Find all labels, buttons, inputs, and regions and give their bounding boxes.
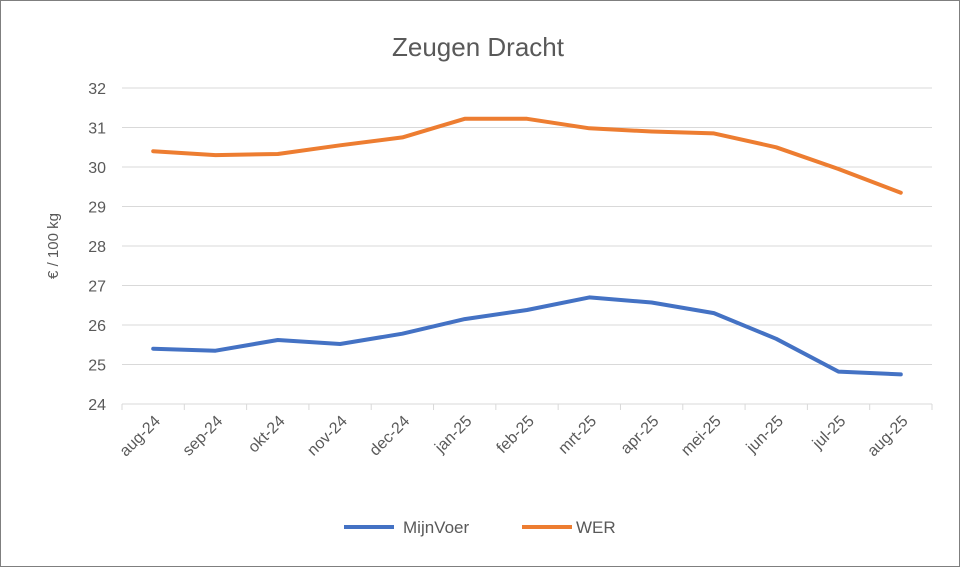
y-tick-label: 27 [88, 279, 106, 296]
y-tick-label: 28 [88, 239, 106, 256]
y-tick-label: 25 [88, 358, 106, 375]
x-tick-label: apr-25 [618, 413, 663, 458]
y-tick-label: 31 [88, 121, 106, 138]
chart-title: Zeugen Dracht [392, 32, 565, 62]
series-lines [151, 116, 903, 377]
y-tick-label: 24 [88, 397, 106, 414]
x-tick-label: aug-24 [117, 413, 164, 460]
x-tick-label: dec-24 [367, 413, 414, 460]
x-tick-label: feb-25 [494, 413, 538, 457]
x-tick-label: mei-25 [678, 413, 725, 460]
series-line-mijnvoer [151, 295, 903, 377]
legend: MijnVoer WER [344, 518, 616, 537]
x-tick-label: nov-24 [304, 413, 351, 460]
series-line-wer [151, 116, 903, 195]
x-tick-label: jun-25 [743, 413, 787, 457]
gridlines [121, 87, 933, 410]
x-tick-label: jul-25 [809, 413, 849, 453]
x-tick-label: aug-25 [864, 413, 911, 460]
y-tick-label: 32 [88, 81, 106, 98]
x-tick-label: sep-24 [180, 413, 227, 460]
x-tick-label: okt-24 [245, 413, 289, 457]
x-tick-label: jan-25 [431, 413, 475, 457]
y-tick-labels: 24 25 26 27 28 29 30 31 32 [88, 81, 106, 414]
legend-label: WER [576, 518, 616, 537]
y-tick-label: 26 [88, 318, 106, 335]
legend-label: MijnVoer [403, 518, 469, 537]
x-tick-label: mrt-25 [555, 413, 600, 458]
x-tick-labels: aug-24 sep-24 okt-24 nov-24 dec-24 jan-25 feb-… [117, 413, 912, 460]
y-tick-label: 29 [88, 200, 106, 217]
y-axis-label: € / 100 kg [45, 213, 62, 279]
y-tick-label: 30 [88, 160, 106, 177]
